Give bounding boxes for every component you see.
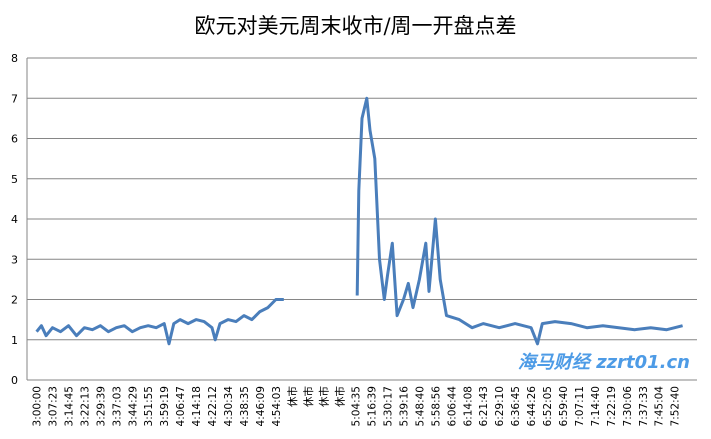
x-tick-label: 3:14:45 <box>63 386 75 426</box>
x-tick-label: 3:44:29 <box>127 386 139 426</box>
x-tick-label: 7:22:19 <box>606 386 618 426</box>
x-tick-label: 3:07:23 <box>48 386 60 426</box>
x-tick-label: 6:36:45 <box>510 386 522 426</box>
x-tick-label: 4:46:09 <box>255 386 267 426</box>
x-tick-label: 4:22:12 <box>207 386 219 426</box>
x-tick-label: 6:59:40 <box>558 386 570 426</box>
x-tick-label: 6:14:08 <box>462 386 474 426</box>
x-tick-label: 3:22:13 <box>79 386 91 426</box>
x-tick-label: 6:52:05 <box>542 386 554 426</box>
x-tick-label: 休市 <box>334 386 347 407</box>
x-tick-label: 3:59:19 <box>159 386 171 426</box>
x-tick-label: 4:30:34 <box>223 386 235 427</box>
x-tick-label: 5:48:40 <box>414 386 426 426</box>
x-tick-label: 4:54:03 <box>271 386 283 426</box>
x-tick-label: 7:52:40 <box>670 386 682 426</box>
x-tick-label: 5:16:39 <box>367 386 379 426</box>
x-tick-label: 休市 <box>318 386 331 407</box>
x-tick-label: 6:44:26 <box>526 386 538 427</box>
x-tick-label: 3:00:00 <box>32 386 44 426</box>
y-tick-label: 8 <box>11 52 18 65</box>
x-tick-label: 休市 <box>286 386 299 407</box>
x-tick-label: 6:06:44 <box>446 386 458 427</box>
x-tick-label: 3:51:55 <box>143 386 155 426</box>
x-tick-label: 7:14:40 <box>590 386 602 426</box>
x-tick-label: 5:30:17 <box>383 386 395 426</box>
x-tick-label: 5:58:56 <box>430 386 442 427</box>
x-tick-label: 4:38:35 <box>239 386 251 426</box>
y-tick-label: 6 <box>11 133 18 146</box>
y-tick-label: 1 <box>11 334 18 347</box>
chart-title: 欧元对美元周末收市/周一开盘点差 <box>194 14 517 38</box>
x-tick-label: 6:29:10 <box>494 386 506 426</box>
series-line <box>35 96 683 346</box>
watermark-logo: 海马财经 zzrt01.cn <box>518 352 690 373</box>
x-tick-label: 休市 <box>302 386 315 407</box>
x-tick-label: 3:29:39 <box>95 386 107 426</box>
y-tick-label: 0 <box>11 374 18 387</box>
x-tick-label: 6:21:43 <box>478 386 490 426</box>
x-tick-label: 7:07:11 <box>574 386 586 426</box>
x-tick-label: 4:14:18 <box>191 386 203 426</box>
x-tick-label: 5:39:16 <box>398 386 410 427</box>
y-tick-label: 5 <box>11 173 18 186</box>
x-tick-label: 4:06:47 <box>175 386 187 426</box>
y-tick-label: 3 <box>11 253 18 266</box>
x-tick-label: 7:37:33 <box>638 386 650 426</box>
y-tick-label: 2 <box>11 294 18 307</box>
x-tick-label: 7:30:06 <box>622 386 634 427</box>
x-tick-label: 3:37:03 <box>111 386 123 426</box>
y-tick-label: 7 <box>11 92 18 105</box>
x-tick-label: 5:04:35 <box>351 386 363 426</box>
x-tick-label: 7:45:04 <box>654 386 666 427</box>
y-tick-label: 4 <box>11 213 18 226</box>
